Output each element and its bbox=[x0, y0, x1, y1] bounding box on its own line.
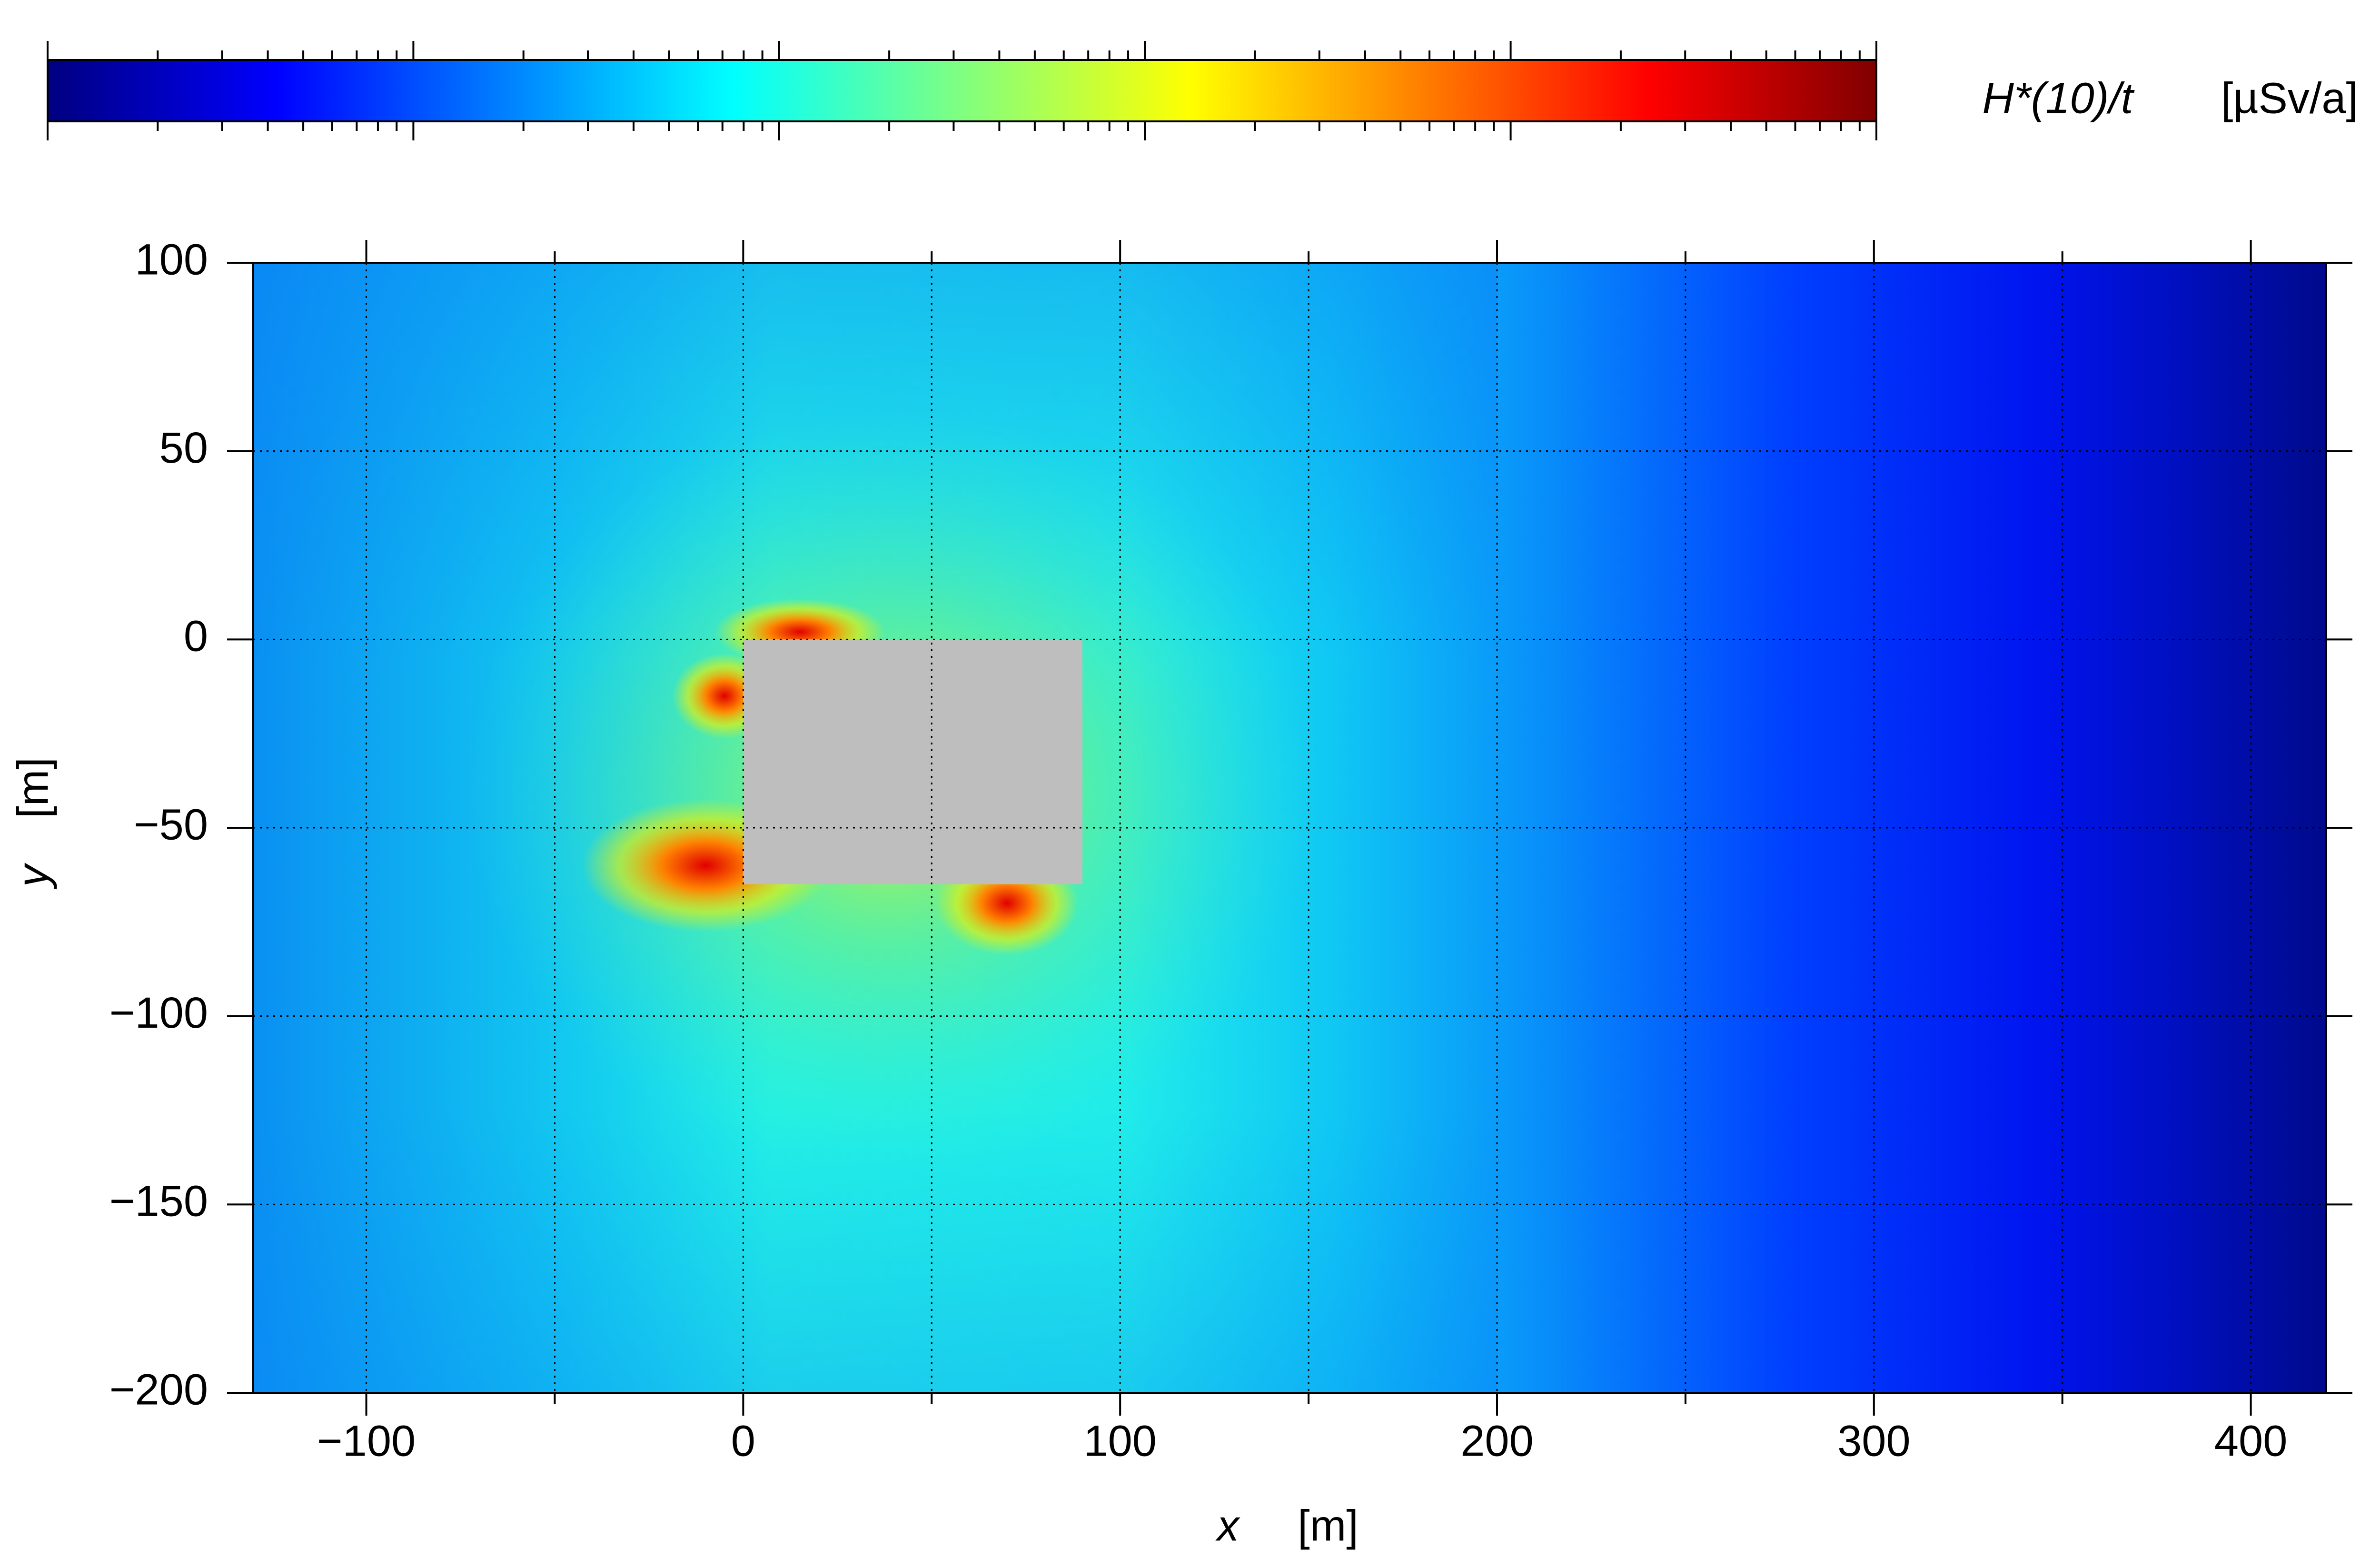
y-tick-label: −50 bbox=[134, 800, 208, 849]
x-tick-label: −100 bbox=[317, 1417, 416, 1465]
x-tick-label: 200 bbox=[1460, 1417, 1534, 1465]
x-tick-label: 0 bbox=[731, 1417, 755, 1465]
x-tick-label: 300 bbox=[1837, 1417, 1911, 1465]
y-tick-label: −100 bbox=[109, 989, 208, 1037]
obstacle bbox=[743, 639, 1082, 884]
y-tick-label: 0 bbox=[184, 612, 208, 661]
x-tick-label: 400 bbox=[2214, 1417, 2288, 1465]
x-axis-unit: [m] bbox=[1298, 1501, 1359, 1550]
y-axis-label: y bbox=[9, 863, 57, 890]
x-axis-label: x bbox=[1215, 1501, 1240, 1550]
plot-frame bbox=[252, 262, 2327, 1394]
y-axis-unit: [m] bbox=[9, 757, 57, 818]
y-tick-label: −150 bbox=[109, 1177, 208, 1226]
colorbar-unit: [µSv/a] bbox=[2221, 74, 2358, 122]
y-tick-label: 100 bbox=[135, 235, 208, 284]
colorbar-label: H*(10)/t bbox=[1983, 74, 2135, 122]
x-tick-label: 100 bbox=[1083, 1417, 1157, 1465]
y-tick-label: 50 bbox=[159, 424, 208, 472]
colorbar bbox=[47, 59, 1877, 122]
y-tick-label: −200 bbox=[109, 1365, 208, 1414]
